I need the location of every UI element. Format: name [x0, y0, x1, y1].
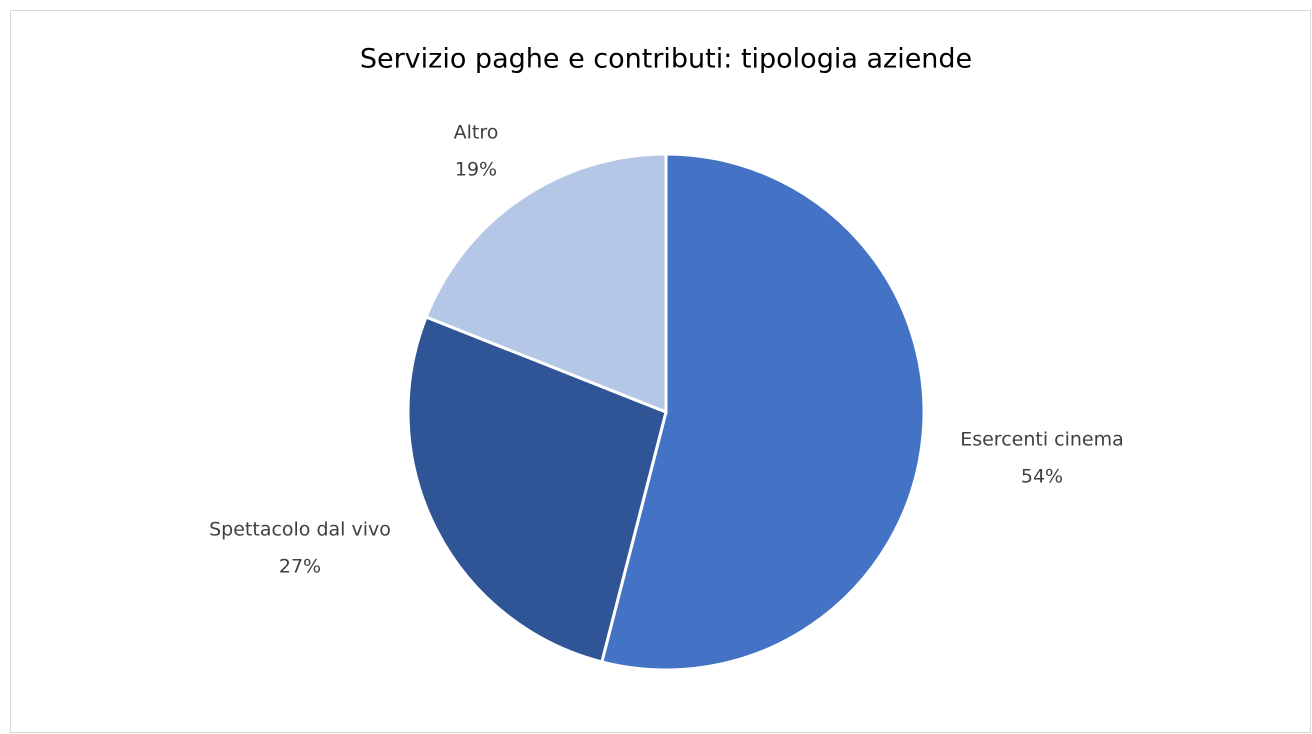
- pie-slice: [424, 152, 668, 415]
- slice-value-label: 54%: [1021, 466, 1063, 488]
- slice-label: Altro: [454, 122, 499, 144]
- slice-value-label: 27%: [279, 556, 321, 578]
- pie-slice: [600, 152, 926, 672]
- slice-value-label: 19%: [455, 159, 497, 181]
- chart-title: Servizio paghe e contributi: tipologia a…: [360, 44, 972, 75]
- slice-label: Spettacolo dal vivo: [209, 519, 391, 541]
- slice-label: Esercenti cinema: [960, 429, 1124, 451]
- pie-slice: [406, 315, 668, 664]
